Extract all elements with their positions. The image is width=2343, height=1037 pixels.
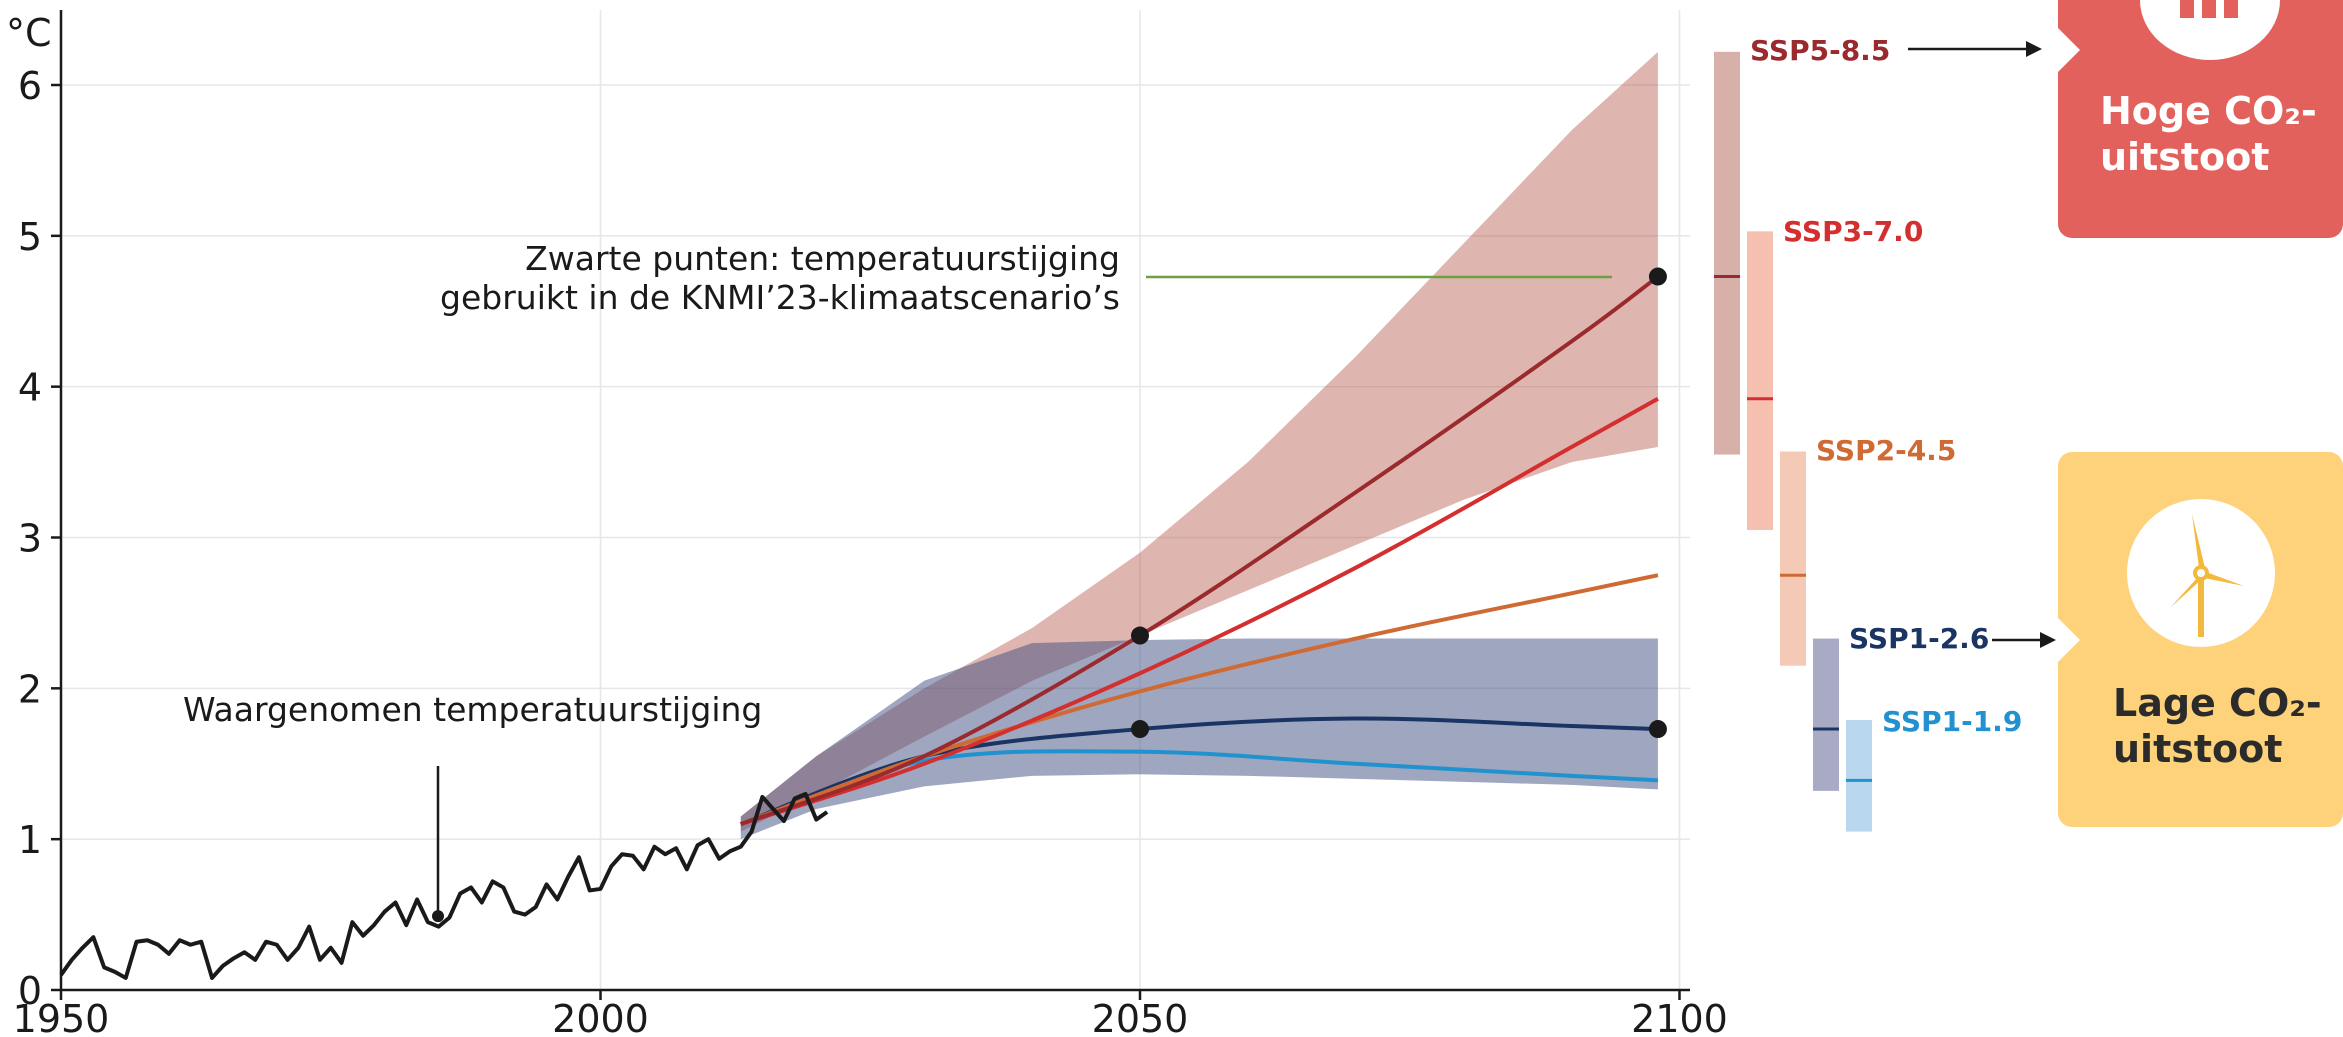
range-bar-SSP1-1.9 <box>1846 720 1872 832</box>
y-tick-label: 6 <box>18 64 42 108</box>
x-tick-label: 2050 <box>1092 997 1189 1037</box>
y-axis-label: °C <box>6 11 52 55</box>
uncertainty-bands <box>740 51 1658 840</box>
grid-lines <box>60 10 1690 990</box>
range-bar-SSP2-4.5 <box>1780 451 1806 666</box>
scenario-label-SSP5-8.5: SSP5-8.5 <box>1750 34 1890 67</box>
x-tick-label: 2000 <box>552 997 649 1037</box>
points-label-line2: gebruikt in de KNMI’23-klimaatscenario’s <box>440 278 1120 317</box>
scenario-label-SSP1-1.9: SSP1-1.9 <box>1882 705 2022 738</box>
knmi-point <box>1648 267 1667 286</box>
arrow-high-head <box>2026 41 2042 57</box>
range-bar-SSP3-7.0 <box>1747 231 1773 530</box>
range-bar-SSP5-8.5 <box>1714 51 1740 455</box>
annotations: Waargenomen temperatuurstijging Zwarte pu… <box>183 239 1612 923</box>
line-SSP1-2.6 <box>740 716 1658 826</box>
scenario-label-SSP2-4.5: SSP2-4.5 <box>1816 434 1956 467</box>
low-card-line1: Lage CO₂- <box>2113 681 2322 725</box>
high-card-line2: uitstoot <box>2100 135 2270 179</box>
high-card-line1: Hoge CO₂- <box>2100 89 2317 133</box>
line-SSP2-4.5 <box>740 573 1659 826</box>
scenario-range-bars: SSP5-8.5 SSP3-7.0 SSP2-4.5 SSP1-2.6 SSP1-1.9 <box>1714 34 2056 832</box>
knmi-point <box>1648 720 1667 739</box>
arrow-low-head <box>2040 632 2056 648</box>
low-card-line2: uitstoot <box>2113 727 2283 771</box>
low-emission-card: Lage CO₂- uitstoot <box>2058 452 2343 827</box>
y-tick-label: 3 <box>18 517 42 561</box>
observed-line <box>59 791 829 980</box>
knmi-points <box>1131 267 1667 739</box>
knmi-point <box>1131 626 1149 645</box>
y-tick-label: 0 <box>18 969 42 1013</box>
points-label-line1: Zwarte punten: temperatuurstijging <box>525 239 1120 278</box>
observed-label: Waargenomen temperatuurstijging <box>183 690 762 729</box>
band-low <box>740 638 1658 840</box>
factory-icon <box>2140 0 2280 60</box>
scenario-lines <box>59 274 1660 980</box>
scenario-label-SSP1-2.6: SSP1-2.6 <box>1849 622 1989 655</box>
x-tick-label: 1950 <box>13 997 110 1037</box>
axes: 1950 2000 2050 2100 0 1 2 3 4 5 6 °C <box>6 10 1728 1037</box>
y-tick-label: 5 <box>18 215 42 259</box>
observed-marker <box>432 910 444 923</box>
scenario-label-SSP3-7.0: SSP3-7.0 <box>1783 215 1923 248</box>
range-bar-SSP1-2.6 <box>1813 638 1839 791</box>
low-card-notch <box>2058 618 2080 662</box>
line-SSP3-7.0 <box>740 396 1659 826</box>
high-card-notch <box>2058 28 2080 72</box>
y-tick-label: 1 <box>18 818 42 862</box>
wind-turbine-icon <box>2127 499 2275 647</box>
x-tick-label: 2100 <box>1631 997 1728 1037</box>
y-tick-label: 2 <box>18 667 42 711</box>
y-tick-label: 4 <box>18 366 42 410</box>
high-emission-card: Hoge CO₂- uitstoot <box>2058 0 2343 238</box>
line-SSP5-8.5 <box>740 274 1660 826</box>
knmi-point <box>1131 720 1149 739</box>
